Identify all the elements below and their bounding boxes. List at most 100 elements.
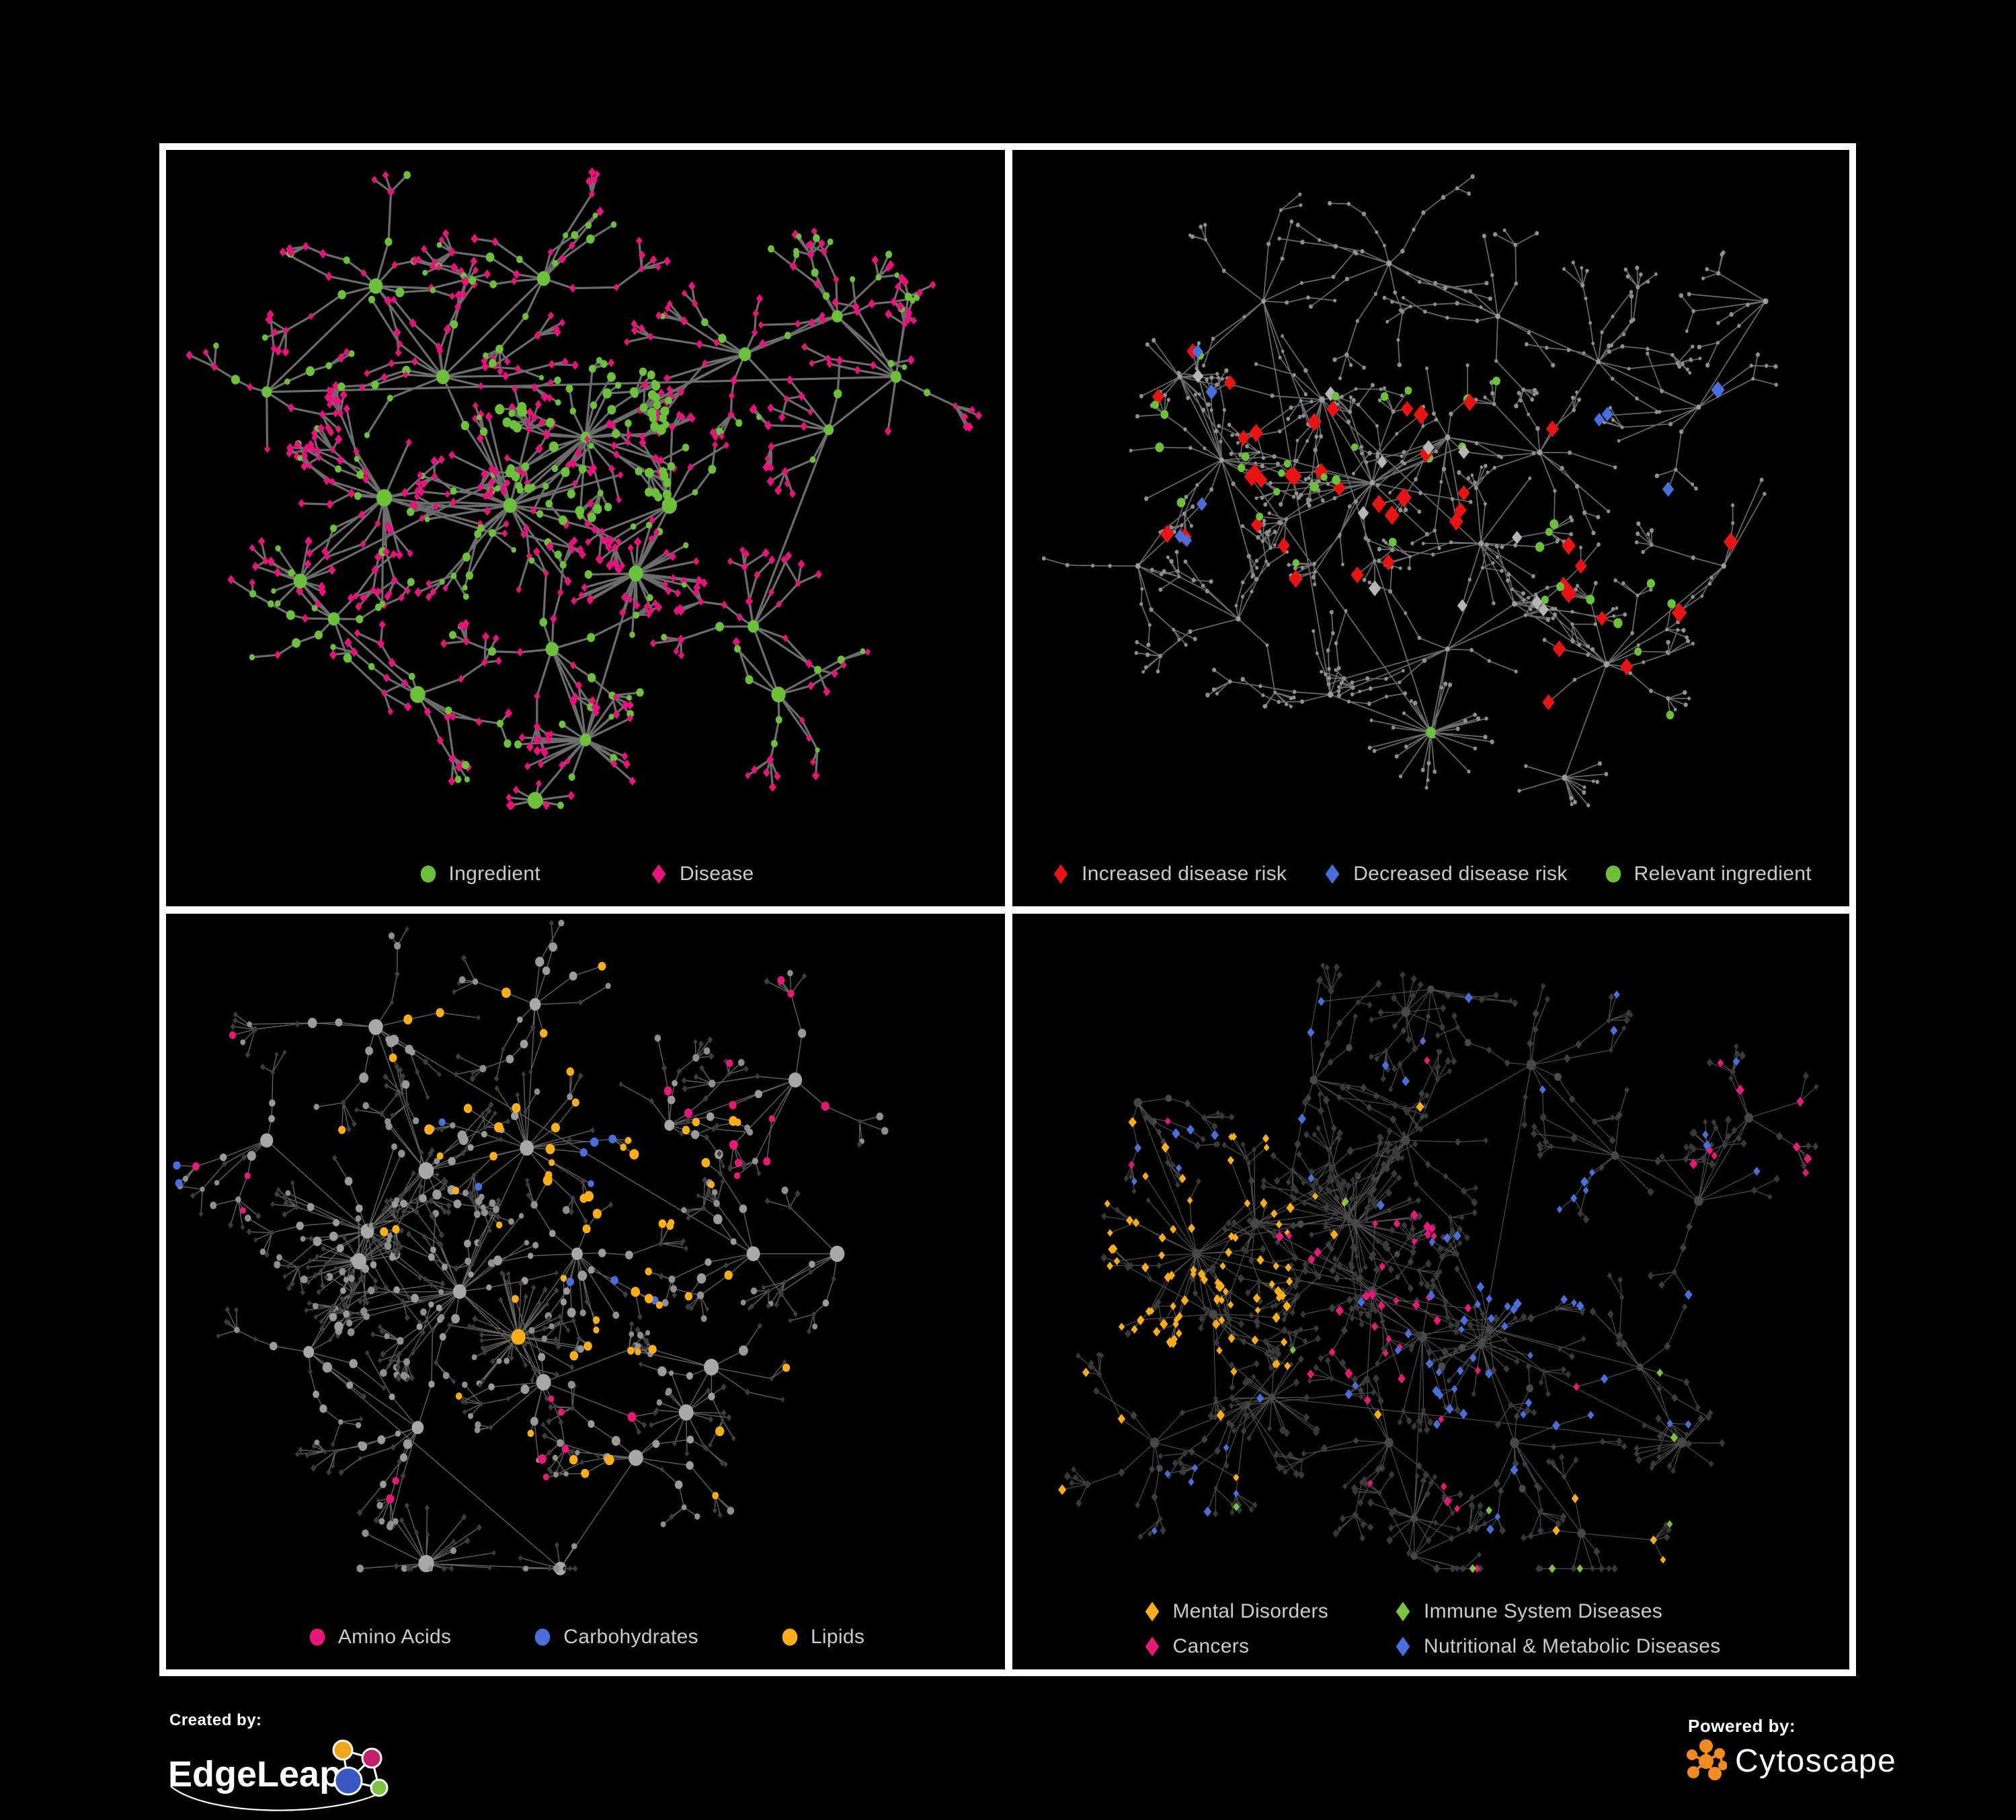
circle-node <box>319 1404 327 1413</box>
diamond-node <box>1422 440 1435 456</box>
diamond-node <box>391 261 398 269</box>
circle-node <box>528 483 536 491</box>
circle-node <box>1439 685 1444 690</box>
circle-node <box>1363 536 1368 541</box>
diamond-node <box>1223 374 1236 391</box>
circle-node <box>1165 1095 1172 1102</box>
circle-node <box>1300 239 1305 245</box>
diamond-node <box>458 267 465 276</box>
diamond-node <box>455 1053 461 1060</box>
diamond-node <box>617 471 624 479</box>
circle-node <box>1391 409 1396 414</box>
circle-node <box>745 675 754 684</box>
diamond-node <box>1570 1133 1578 1143</box>
circle-node <box>1705 362 1710 368</box>
diamond-node <box>1328 1304 1336 1313</box>
circle-node <box>1642 660 1646 664</box>
circle-node <box>658 1219 667 1228</box>
diamond-node <box>766 1288 771 1294</box>
diamond-node <box>1469 1353 1477 1363</box>
diamond-node <box>389 999 394 1006</box>
diamond-node <box>360 540 366 549</box>
diamond-node <box>370 586 377 595</box>
diamond-node <box>678 651 685 660</box>
circle-node <box>681 1207 687 1214</box>
circle-node <box>452 1284 467 1299</box>
diamond-node <box>1088 1359 1094 1367</box>
circle-node <box>1183 427 1187 432</box>
diamond-node <box>470 256 478 266</box>
diamond-node <box>1439 1004 1447 1013</box>
diamond-node <box>358 1275 364 1283</box>
circle-node <box>1395 432 1399 436</box>
diamond-node <box>1137 1315 1145 1325</box>
diamond-node <box>1076 1499 1082 1507</box>
circle-node <box>1145 652 1150 658</box>
diamond-node <box>811 770 820 781</box>
diamond-node <box>457 621 465 631</box>
diamond-node <box>782 1359 787 1365</box>
diamond-node <box>1244 1199 1251 1208</box>
circle-node <box>1424 532 1430 537</box>
diamond-node <box>1352 1381 1359 1390</box>
circle-node <box>598 961 606 971</box>
diamond-node <box>394 970 400 978</box>
diamond-node <box>798 391 805 401</box>
diamond-node <box>749 405 756 414</box>
diamond-node <box>1229 1422 1235 1429</box>
diamond-node <box>269 1229 275 1236</box>
diamond-node <box>1560 1516 1566 1524</box>
circle-node <box>674 1480 683 1489</box>
diamond-node <box>1400 1027 1407 1035</box>
diamond-node <box>1197 1269 1206 1279</box>
legend-item-disease: Disease <box>648 862 754 886</box>
diamond-node <box>1164 1470 1171 1478</box>
diamond-node <box>511 277 518 286</box>
circle-node <box>606 372 616 382</box>
circle-node <box>1406 271 1410 276</box>
circle-node <box>1716 321 1720 325</box>
circle-node <box>1425 366 1428 370</box>
diamond-node <box>905 309 913 319</box>
diamond-node <box>489 1357 495 1366</box>
circle-node <box>691 1130 700 1140</box>
diamond-node <box>1636 1456 1642 1464</box>
diamond-node <box>321 1245 326 1252</box>
diamond-node <box>1531 1409 1537 1417</box>
diamond-node <box>1344 1389 1353 1400</box>
circle-node <box>313 1236 322 1247</box>
circle-node <box>1334 641 1338 645</box>
diamond-node <box>1690 1144 1697 1153</box>
diamond-node <box>325 423 332 432</box>
diamond-node <box>1615 1339 1622 1347</box>
diamond-node <box>1348 1263 1355 1271</box>
diamond-node <box>1656 1368 1664 1377</box>
diamond-node <box>1501 1322 1508 1331</box>
circle-node <box>1394 754 1399 759</box>
diamond-node <box>1620 1339 1627 1349</box>
circle-node <box>1183 559 1188 564</box>
diamond-node <box>407 1186 411 1192</box>
diamond-node <box>782 634 789 642</box>
diamond-node <box>358 1416 364 1422</box>
circle-node <box>1311 574 1316 580</box>
diamond-node <box>1240 1245 1246 1253</box>
diamond-node <box>488 1101 494 1109</box>
circle-node <box>1749 363 1753 368</box>
circle-node <box>636 688 644 697</box>
circle-node <box>535 957 545 967</box>
diamond-node <box>761 1284 766 1291</box>
diamond-node <box>1415 1124 1420 1131</box>
circle-node <box>1242 315 1246 319</box>
diamond-node <box>1124 1329 1131 1339</box>
diamond-node <box>454 290 462 301</box>
diamond-node <box>1443 1233 1451 1243</box>
diamond-node <box>362 468 370 477</box>
circle-node <box>1359 444 1364 449</box>
circle-node <box>368 1222 375 1230</box>
circle-node <box>271 588 276 594</box>
circle-node <box>586 234 595 244</box>
circle-node <box>1182 511 1186 516</box>
diamond-node <box>811 1311 816 1318</box>
circle-node <box>1347 504 1352 509</box>
